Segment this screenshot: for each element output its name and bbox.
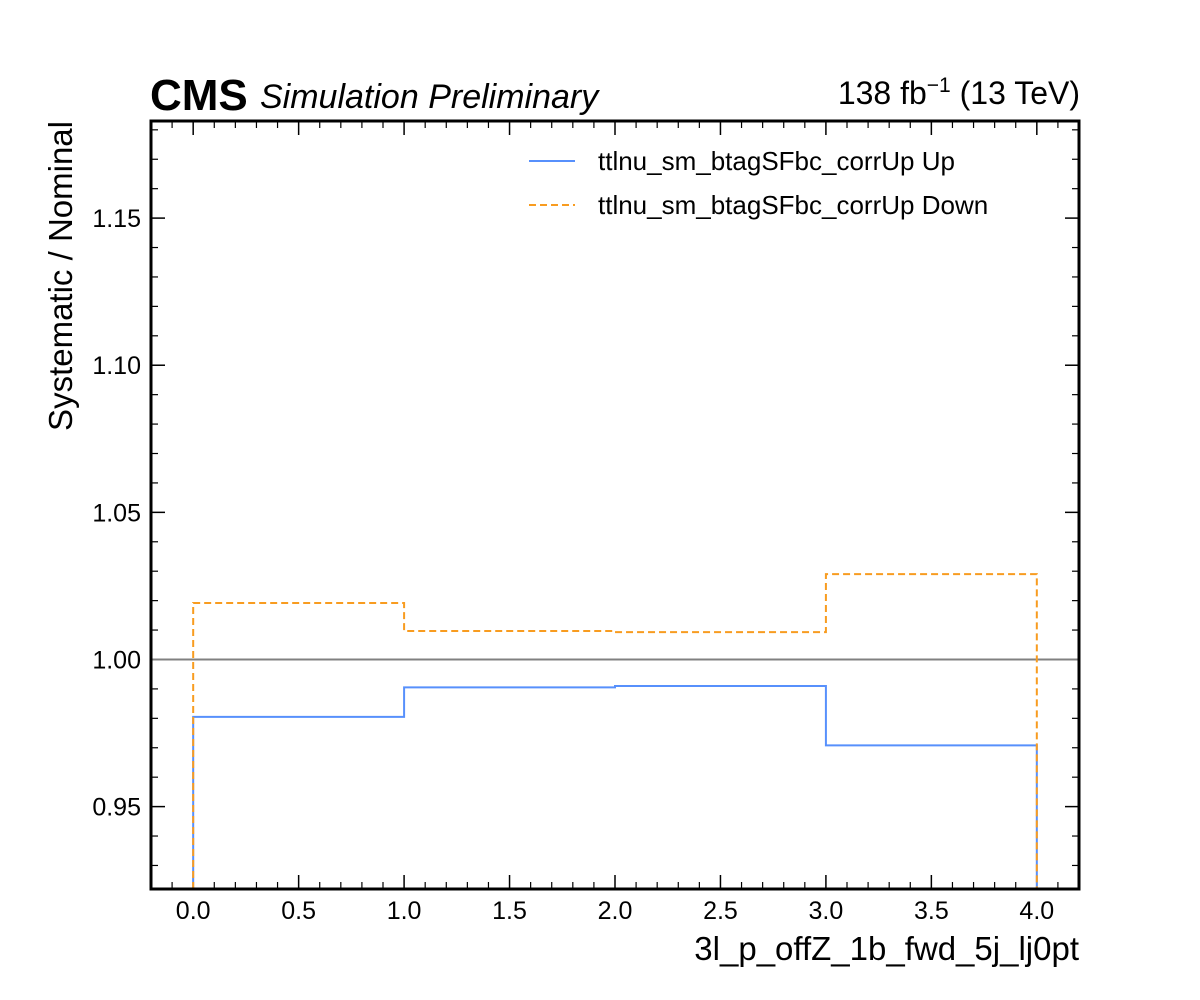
x-tick-label: 0.5 bbox=[281, 897, 316, 925]
y-tick-label: 1.10 bbox=[92, 352, 141, 380]
x-tick-label: 3.5 bbox=[914, 897, 949, 925]
lumi-value: 138 fb bbox=[838, 75, 927, 111]
series-line-up bbox=[192, 684, 1038, 889]
x-tick-label: 1.0 bbox=[387, 897, 422, 925]
x-tick-label: 0.0 bbox=[176, 897, 211, 925]
x-tick-label: 4.0 bbox=[1019, 897, 1054, 925]
legend-label: ttlnu_sm_btagSFbc_corrUp Down bbox=[598, 190, 988, 220]
series-group bbox=[192, 573, 1038, 889]
x-tick-label: 1.5 bbox=[492, 897, 527, 925]
x-tick-label: 2.5 bbox=[703, 897, 738, 925]
x-tick-label: 2.0 bbox=[598, 897, 633, 925]
major-ticks bbox=[151, 121, 1079, 889]
y-axis-title: Systematic / Nominal bbox=[42, 121, 79, 431]
luminosity-label: 138 fb−1 (13 TeV) bbox=[838, 74, 1080, 111]
y-tick-label: 0.95 bbox=[92, 794, 141, 822]
x-axis-title: 3l_p_offZ_1b_fwd_5j_lj0pt bbox=[694, 930, 1079, 967]
lumi-energy: (13 TeV) bbox=[951, 75, 1080, 111]
y-tick-label: 1.05 bbox=[92, 499, 141, 527]
minor-ticks bbox=[150, 121, 1080, 889]
experiment-label: CMS bbox=[150, 71, 248, 120]
x-tick-labels: 0.0 0.5 1.0 1.5 2.0 2.5 3.0 3.5 4.0 bbox=[176, 897, 1054, 925]
series-line-down bbox=[192, 573, 1038, 889]
lumi-exponent: −1 bbox=[927, 74, 951, 97]
y-tick-label: 1.15 bbox=[92, 205, 141, 233]
legend-label: ttlnu_sm_btagSFbc_corrUp Up bbox=[598, 146, 955, 176]
y-tick-labels: 0.95 1.00 1.05 1.10 1.15 bbox=[92, 205, 141, 822]
plot-frame bbox=[149, 119, 1081, 891]
legend: ttlnu_sm_btagSFbc_corrUp Up ttlnu_sm_btag… bbox=[529, 146, 988, 220]
status-label: Simulation Preliminary bbox=[260, 78, 600, 116]
x-tick-label: 3.0 bbox=[809, 897, 844, 925]
y-tick-label: 1.00 bbox=[92, 646, 141, 674]
